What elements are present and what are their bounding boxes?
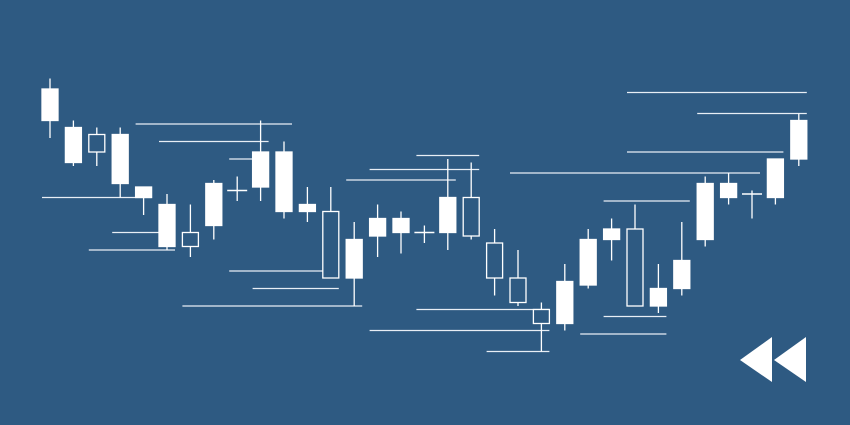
candle-body: [766, 158, 785, 199]
candle-15: [392, 211, 410, 254]
candle-body: [322, 210, 340, 279]
candle-17: [439, 159, 457, 250]
candle-body: [88, 133, 106, 153]
candle-30: [742, 190, 762, 219]
candle-body: [790, 119, 808, 160]
candle-20: [509, 250, 527, 306]
candle-21: [532, 302, 551, 352]
candle-body: [532, 308, 551, 325]
candle-19: [485, 229, 504, 296]
candle-body: [181, 231, 200, 248]
candle-body: [205, 182, 223, 227]
candle-27: [673, 222, 691, 296]
candle-9: [251, 120, 270, 201]
candle-16: [414, 225, 435, 243]
candle-body: [462, 196, 480, 237]
candle-22: [556, 264, 574, 331]
candle-26: [649, 264, 668, 313]
candle-body: [392, 217, 410, 234]
candle-body: [649, 287, 668, 307]
candle-body: [485, 242, 504, 279]
candle-body: [696, 182, 714, 241]
candle-29: [719, 173, 738, 205]
candle-0: [41, 78, 59, 138]
candle-1: [64, 120, 83, 166]
candle-body: [602, 228, 621, 241]
candle-body: [64, 126, 83, 164]
candle-body: [41, 88, 59, 122]
candle-body: [556, 280, 574, 325]
candle-28: [696, 176, 714, 247]
candle-body: [439, 196, 457, 234]
candle-body: [111, 133, 129, 185]
rewind-icon[interactable]: [738, 335, 808, 385]
candle-2: [88, 127, 106, 166]
candle-body: [158, 203, 176, 248]
candle-11: [298, 187, 317, 222]
candle-7: [205, 180, 223, 240]
candle-14: [368, 204, 387, 257]
candle-18: [462, 162, 480, 240]
candle-6: [181, 204, 200, 257]
candle-body: [579, 238, 597, 286]
candle-10: [275, 141, 293, 219]
candle-body: [368, 217, 387, 237]
candle-body: [275, 151, 293, 213]
candle-24: [602, 218, 621, 261]
candle-31: [766, 158, 785, 205]
candle-body: [626, 228, 644, 307]
candle-12: [322, 187, 340, 279]
candle-5: [158, 194, 176, 250]
candle-3: [111, 127, 129, 198]
candle-4: [134, 186, 153, 215]
candle-23: [579, 229, 597, 289]
candle-body: [345, 238, 363, 279]
candle-body: [134, 186, 153, 199]
candle-body: [251, 151, 270, 188]
candle-body: [719, 182, 738, 199]
candle-25: [626, 204, 644, 307]
candle-8: [227, 176, 248, 201]
candle-body: [298, 203, 317, 213]
candle-body: [509, 277, 527, 304]
candle-13: [345, 222, 363, 306]
candle-body: [673, 259, 691, 290]
candle-32: [790, 113, 808, 166]
